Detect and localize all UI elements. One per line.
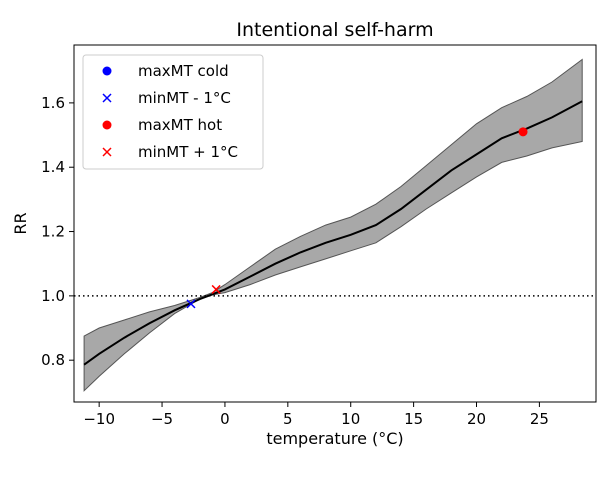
- legend-marker-1: [102, 93, 112, 103]
- plot-area-frame: [73, 44, 597, 403]
- marker-1: [186, 299, 196, 309]
- confidence-band: [83, 58, 583, 392]
- legend-label-2: maxMT hot: [138, 116, 222, 134]
- x-tick-label: 15: [404, 410, 423, 428]
- legend-label-1: minMT - 1°C: [138, 89, 231, 107]
- x-tick-label: 5: [283, 410, 293, 428]
- legend-label-0: maxMT cold: [138, 62, 229, 80]
- y-tick-label: 0.8: [41, 351, 65, 369]
- x-tick-label: 0: [220, 410, 230, 428]
- legend: maxMT cold minMT - 1°C maxMT hot minMT + 1°…: [82, 54, 264, 170]
- confidence-band-layer: [83, 58, 583, 392]
- y-tick-label: 1.6: [41, 94, 65, 112]
- x-ticks: −10 −5 0 5 10 15 20 25: [83, 402, 549, 428]
- chart-title: Intentional self-harm: [236, 19, 433, 41]
- y-tick-label: 1.4: [41, 158, 65, 176]
- x-tick-label: 10: [341, 410, 360, 428]
- legend-marker-2: [102, 120, 112, 130]
- series-line-layer: [83, 100, 583, 366]
- x-tick-label: −10: [83, 410, 115, 428]
- legend-marker-3-stroke-b: [102, 147, 112, 157]
- x-axis-label: temperature (°C): [266, 429, 403, 448]
- y-axis-label: RR: [11, 212, 30, 234]
- marker-layer: [186, 127, 528, 309]
- marker-3: [211, 284, 221, 294]
- legend-marker-3: [102, 147, 112, 157]
- y-tick-label: 1.0: [41, 287, 65, 305]
- x-tick-label: −5: [151, 410, 173, 428]
- x-tick-label: 25: [530, 410, 549, 428]
- legend-box: [82, 54, 264, 170]
- legend-marker-1-stroke-b: [102, 93, 112, 103]
- legend-label-3: minMT + 1°C: [138, 143, 238, 161]
- marker-2: [518, 127, 528, 137]
- x-tick-label: 20: [467, 410, 486, 428]
- y-tick-label: 1.2: [41, 223, 65, 241]
- marker-3-stroke-b: [211, 284, 221, 294]
- y-ticks: 0.8 1.0 1.2 1.4 1.6: [41, 94, 74, 369]
- rr-curve-line: [83, 100, 583, 366]
- marker-1-stroke-b: [186, 299, 196, 309]
- legend-marker-0: [102, 66, 112, 76]
- legend-items: maxMT cold minMT - 1°C maxMT hot minMT + 1°…: [102, 62, 238, 161]
